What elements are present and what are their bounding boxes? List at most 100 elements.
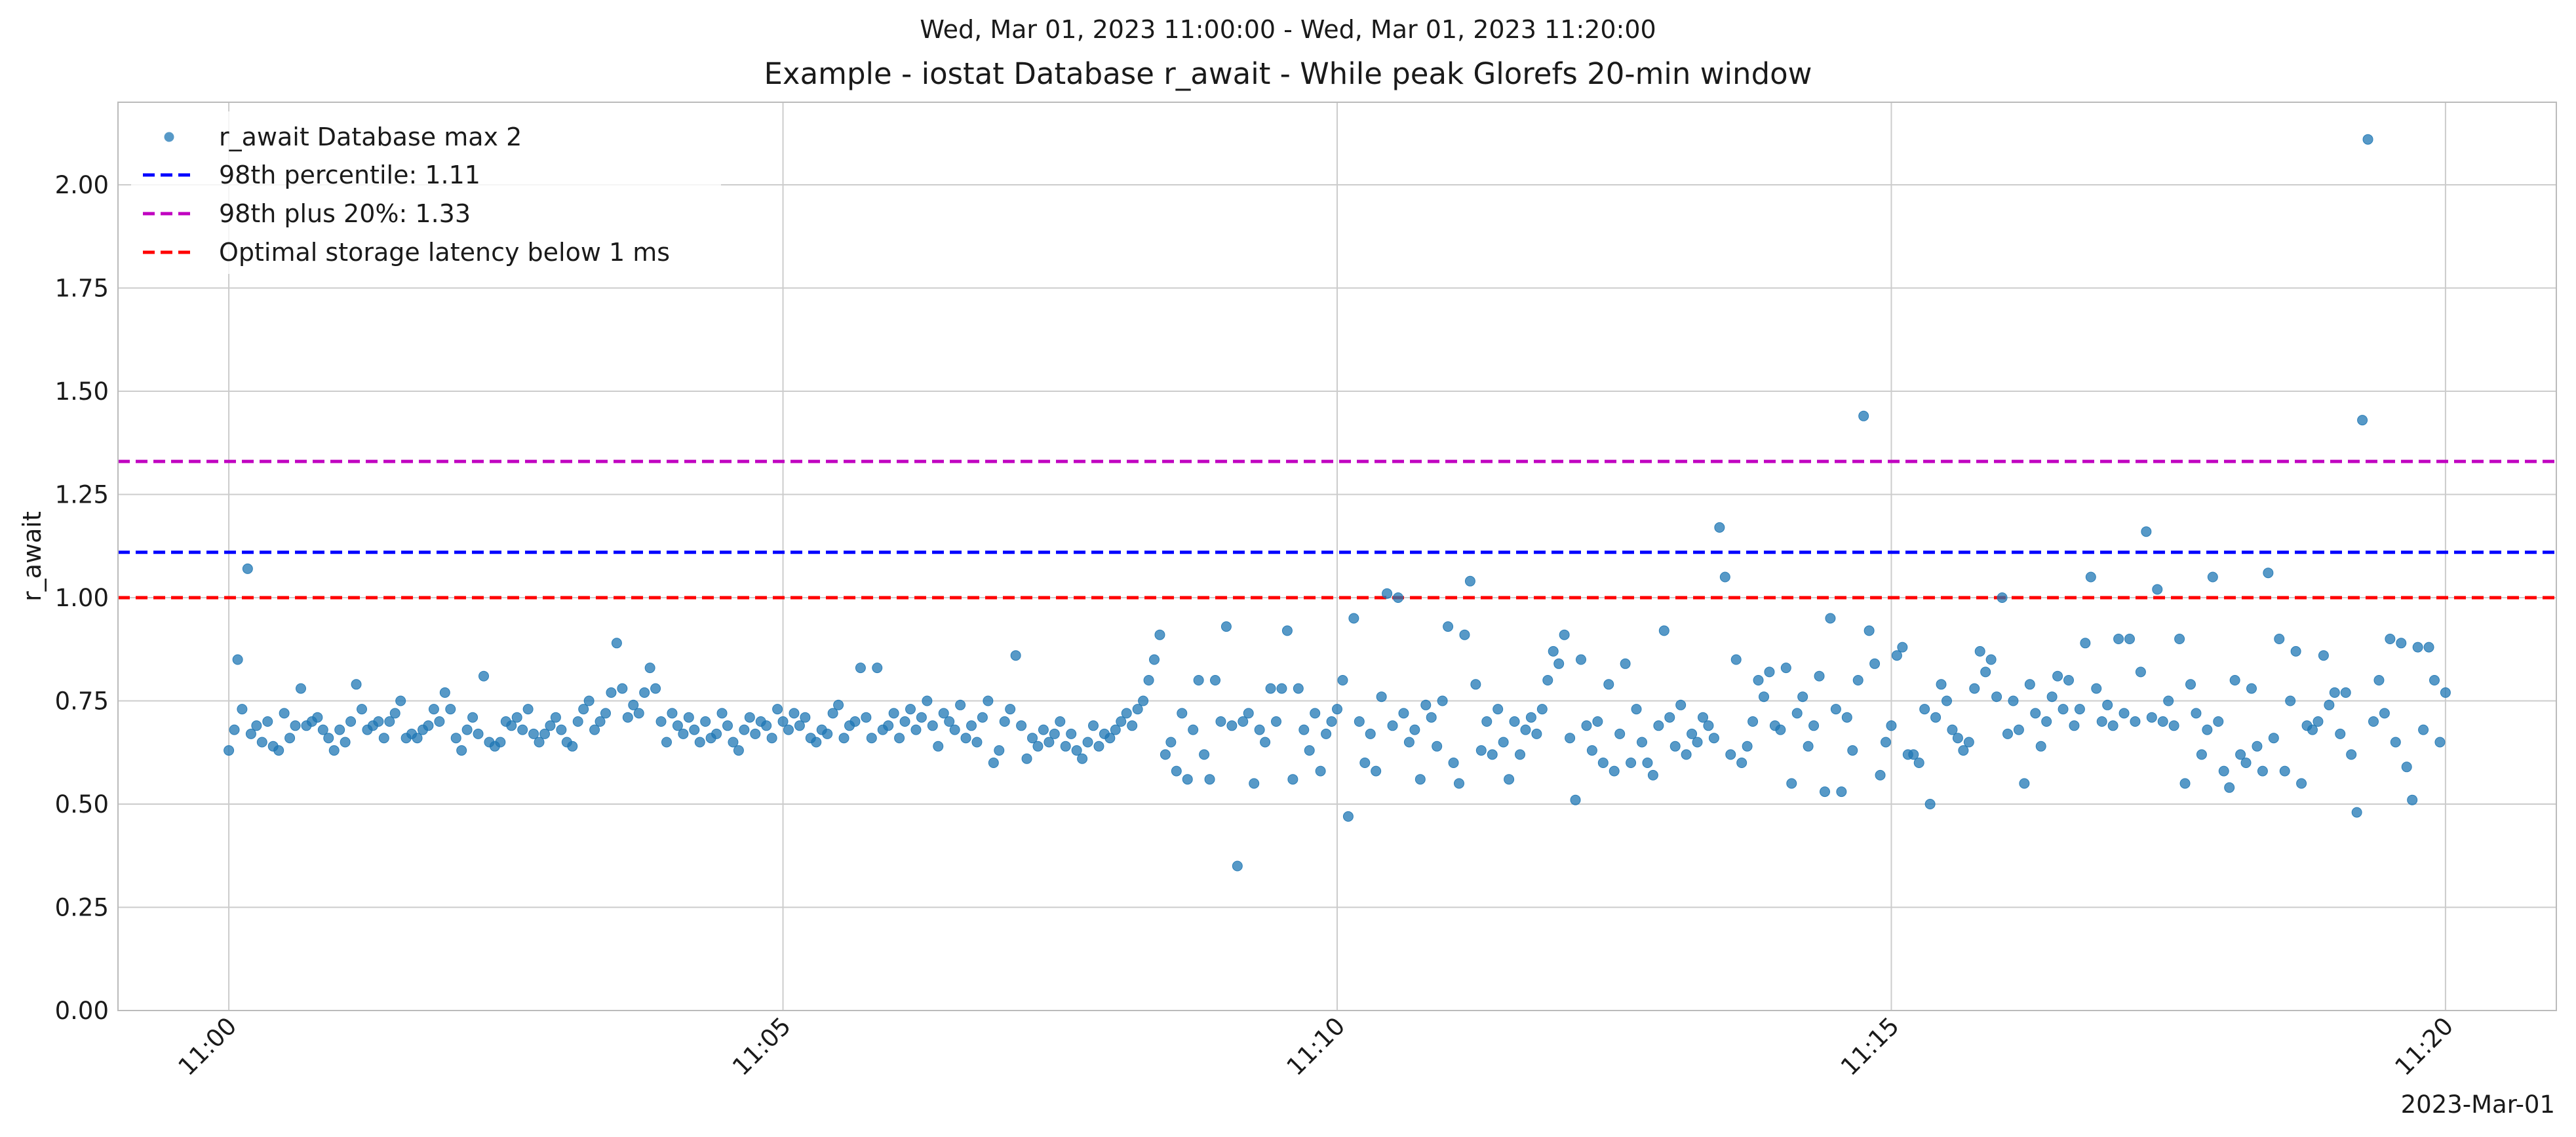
- scatter-point: [1997, 592, 2008, 603]
- scatter-point: [1786, 778, 1797, 789]
- scatter-point: [883, 720, 894, 731]
- scatter-point: [1669, 741, 1681, 752]
- scatter-point: [700, 716, 711, 727]
- scatter-point: [1703, 720, 1714, 731]
- scatter-point: [1924, 799, 1936, 809]
- scatter-point: [2351, 807, 2362, 818]
- scatter-point: [2118, 708, 2130, 719]
- scatter-point: [1664, 712, 1675, 723]
- scatter-point: [1232, 860, 1243, 872]
- scatter-point: [827, 708, 838, 719]
- scatter-point: [2235, 749, 2246, 760]
- scatter-point: [1382, 588, 1393, 599]
- scatter-point: [445, 704, 456, 715]
- scatter-point: [1365, 728, 1376, 739]
- scatter-point: [905, 704, 916, 715]
- scatter-point: [2346, 749, 2357, 760]
- scatter-point: [1725, 749, 1736, 760]
- scatter-point: [2035, 741, 2046, 752]
- scatter-point: [1143, 675, 1154, 685]
- scatter-point: [994, 745, 1005, 756]
- scatter-point: [916, 712, 927, 723]
- scatter-point: [262, 716, 273, 727]
- scatter-point: [1830, 704, 1841, 715]
- scatter-point: [1199, 749, 1210, 760]
- scatter-point: [716, 708, 728, 719]
- scatter-point: [506, 720, 517, 731]
- scatter-point: [439, 687, 450, 698]
- scatter-point: [667, 708, 678, 719]
- scatter-point: [1958, 745, 1969, 756]
- scatter-point: [2168, 720, 2179, 731]
- scatter-point: [2096, 716, 2107, 727]
- y-tick-label: 1.25: [55, 481, 109, 509]
- scatter-point: [855, 663, 866, 674]
- scatter-point: [999, 716, 1010, 727]
- scatter-point: [1947, 724, 1958, 735]
- scatter-point: [789, 708, 800, 719]
- scatter-point: [1342, 811, 1354, 822]
- scatter-point: [1919, 704, 1930, 715]
- scatter-point: [1820, 786, 1830, 798]
- scatter-point: [1542, 675, 1553, 685]
- scatter-point: [1714, 522, 1725, 533]
- scatter-point: [678, 728, 689, 739]
- scatter-point: [617, 683, 628, 694]
- scatter-point: [822, 728, 833, 739]
- scatter-point: [2440, 687, 2451, 698]
- scatter-point: [2229, 675, 2240, 685]
- y-axis-ticks: 0.00 0.25 0.50 0.75 1.00 1.25 1.50 1.75 2.00: [55, 171, 109, 1025]
- scatter-point: [1403, 737, 1415, 748]
- scatter-point: [2052, 670, 2063, 682]
- scatter-point: [1110, 724, 1121, 735]
- y-tick-label: 0.50: [55, 790, 109, 819]
- scatter-point: [1044, 737, 1055, 748]
- scatter-point: [1637, 737, 1647, 748]
- scatter-point: [1881, 737, 1891, 748]
- scatter-point: [224, 745, 235, 756]
- chart-suptitle: Wed, Mar 01, 2023 11:00:00 - Wed, Mar 01…: [920, 15, 1656, 44]
- scatter-point: [1132, 704, 1143, 715]
- scatter-point: [1597, 758, 1609, 768]
- scatter-point: [655, 716, 667, 727]
- scatter-point: [1759, 691, 1769, 703]
- scatter-point: [1681, 749, 1692, 760]
- scatter-point: [1736, 758, 1747, 768]
- scatter-point: [528, 728, 539, 739]
- scatter-point: [2329, 687, 2340, 698]
- scatter-point: [1864, 625, 1875, 636]
- scatter-point: [556, 724, 567, 735]
- scatter-point: [357, 704, 367, 715]
- scatter-point: [534, 737, 545, 748]
- scatter-point: [389, 708, 400, 719]
- scatter-point: [938, 708, 949, 719]
- scatter-point: [2252, 741, 2263, 752]
- scatter-point: [2218, 765, 2229, 777]
- scatter-point: [1791, 708, 1803, 719]
- scatter-point: [1287, 774, 1298, 785]
- scatter-point: [2434, 737, 2446, 748]
- scatter-point: [1060, 741, 1071, 752]
- scatter-point: [1332, 704, 1342, 715]
- scatter-point: [694, 737, 705, 748]
- scatter-point: [1049, 728, 1060, 739]
- scatter-point: [2019, 778, 2030, 789]
- scatter-point: [1104, 733, 1116, 744]
- scatter-point: [1692, 737, 1703, 748]
- scatter-point: [650, 683, 661, 694]
- scatter-point: [395, 695, 406, 706]
- scatter-point: [2069, 720, 2080, 731]
- scatter-point: [2279, 765, 2290, 777]
- scatter-point: [1985, 654, 1997, 665]
- scatter-point: [517, 724, 528, 735]
- scatter-point: [2418, 724, 2429, 735]
- scatter-point: [1952, 733, 1963, 744]
- scatter-point: [1742, 741, 1753, 752]
- scatter-point: [1220, 621, 1232, 632]
- scatter-point: [1426, 712, 1437, 723]
- scatter-point: [2285, 695, 2296, 706]
- scatter-point: [1032, 741, 1044, 752]
- scatter-point: [467, 712, 478, 723]
- scatter-point: [1016, 720, 1027, 731]
